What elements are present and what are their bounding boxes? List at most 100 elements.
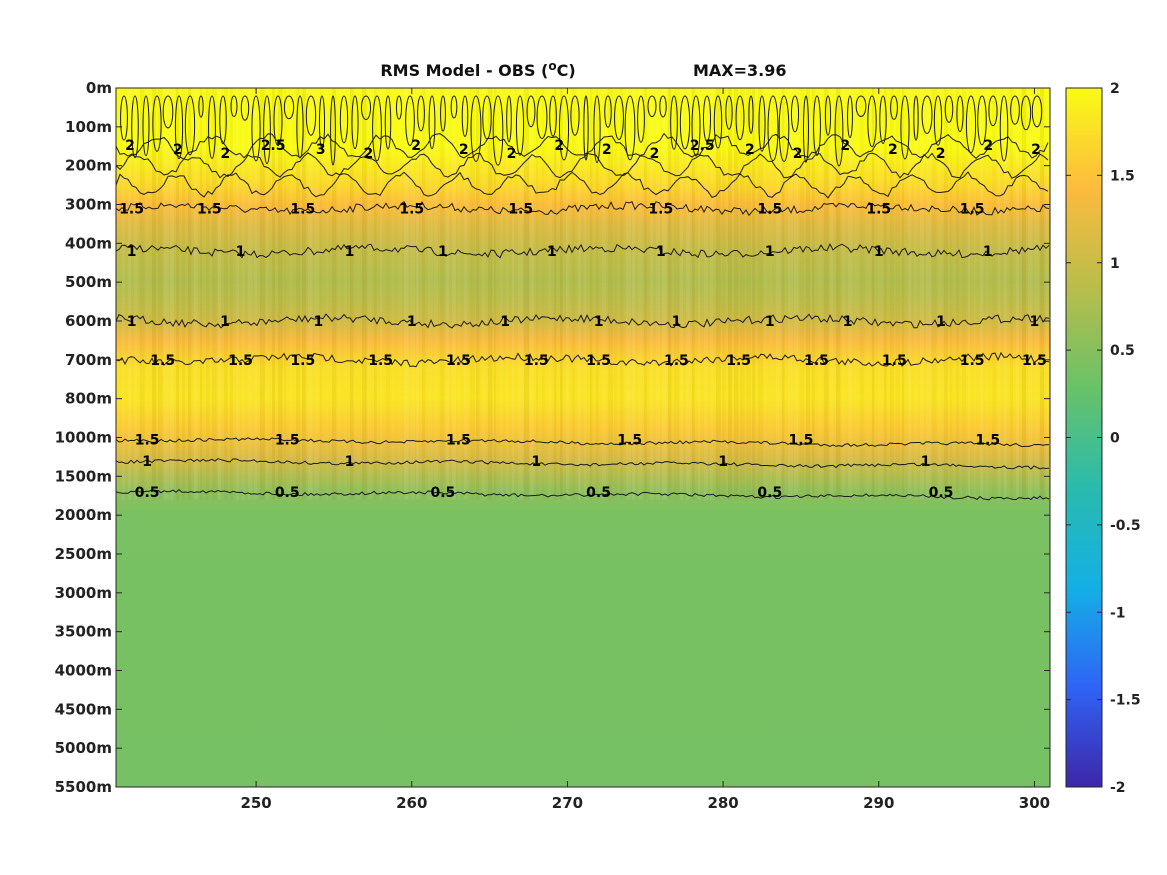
y-tick-label: 2500m xyxy=(55,545,112,563)
contour-loop xyxy=(131,95,139,159)
contour-label: 1.5 xyxy=(446,432,471,448)
x-tick-label: 280 xyxy=(707,794,738,812)
max-annotation: MAX=3.96 xyxy=(693,61,787,80)
contour-loop xyxy=(492,95,504,166)
contour-loop xyxy=(867,95,877,148)
contour-loop xyxy=(450,95,458,119)
contour-label: 1.5 xyxy=(960,201,985,217)
contour-label: 2 xyxy=(983,138,993,154)
contour-label: 1.5 xyxy=(290,353,315,369)
contour-loop xyxy=(725,95,733,130)
contour-loop xyxy=(283,95,295,120)
contour-label: 0.5 xyxy=(135,485,160,501)
colorbar-tick-label: 1.5 xyxy=(1110,168,1135,184)
contour-label: 1 xyxy=(874,244,884,260)
colorbar-tick-label: 0 xyxy=(1110,431,1120,447)
contour-label: 1.5 xyxy=(119,201,144,217)
contour-label: 2 xyxy=(1031,142,1041,158)
colorbar-tick-label: -0.5 xyxy=(1110,518,1141,534)
contour-loop xyxy=(230,95,238,118)
contour-label: 1 xyxy=(765,314,775,330)
contour-label: 1 xyxy=(765,244,775,260)
contour-line xyxy=(116,152,1049,179)
contour-label: 1 xyxy=(500,314,510,330)
contour-loop xyxy=(593,95,601,164)
contour-label: 1.5 xyxy=(197,201,222,217)
contour-loop xyxy=(470,95,482,162)
contour-loop xyxy=(702,95,712,143)
x-tick-label: 290 xyxy=(863,794,894,812)
contour-loop xyxy=(174,95,184,160)
contour-loop xyxy=(977,95,987,146)
contour-label: 1 xyxy=(656,244,666,260)
contour-loop xyxy=(713,95,723,149)
contour-loop xyxy=(461,95,469,137)
contour-loop xyxy=(583,95,589,161)
contour-label: 2 xyxy=(745,142,755,158)
heatmap-field xyxy=(116,88,1050,787)
contour-label: 2 xyxy=(507,146,517,162)
colorbar-tick-label: 1 xyxy=(1110,256,1120,272)
contour-loop xyxy=(536,95,548,139)
contour-loop xyxy=(659,95,667,118)
contour-loop xyxy=(184,95,196,156)
y-tick-label: 2000m xyxy=(55,506,112,524)
contour-loop xyxy=(1010,95,1020,125)
contour-line xyxy=(116,313,1050,329)
contour-label: 1.5 xyxy=(150,353,175,369)
contour-label: 1.5 xyxy=(726,353,751,369)
contour-label: 1 xyxy=(547,244,557,260)
contour-label: 1.5 xyxy=(975,432,1000,448)
contour-loop xyxy=(944,95,954,123)
contour-label: 1.5 xyxy=(368,353,393,369)
colorbar-tick-label: 0.5 xyxy=(1110,343,1135,359)
contour-label: 1 xyxy=(220,314,230,330)
contour-loop xyxy=(813,95,821,156)
contour-label: 1 xyxy=(921,454,931,470)
contour-loop xyxy=(855,95,867,117)
contour-loop xyxy=(152,95,162,152)
contour-loop xyxy=(637,95,645,143)
y-tick-label: 200m xyxy=(65,157,112,175)
y-tick-label: 4000m xyxy=(55,662,112,680)
contour-loop xyxy=(933,95,943,146)
contour-line xyxy=(116,171,1049,199)
contour-label: 0.5 xyxy=(275,485,300,501)
contour-label: 1 xyxy=(531,454,541,470)
y-tick-label: 400m xyxy=(65,234,112,252)
contour-loop xyxy=(384,95,392,150)
contour-loop xyxy=(803,95,809,163)
contour-loop xyxy=(360,95,372,120)
contour-label: 1.5 xyxy=(275,432,300,448)
y-tick-label: 3000m xyxy=(55,584,112,602)
contour-label: 3 xyxy=(316,142,326,158)
contour-loop xyxy=(1031,95,1043,128)
colorbar-ticks: 2 1.5 1 0.5 0 -0.5 -1 -1.5 -2 xyxy=(1066,81,1141,796)
x-axis: 250 260 270 280 290 300 xyxy=(240,88,1050,812)
contour-line xyxy=(116,242,1050,259)
contour-loop xyxy=(198,95,204,118)
contour-label: 1 xyxy=(843,314,853,330)
contour-loop xyxy=(339,95,349,144)
contour-loop xyxy=(305,95,317,136)
contour-loop xyxy=(847,95,853,139)
colorbar-tick-label: -1 xyxy=(1110,605,1126,621)
contour-label: 1.5 xyxy=(446,353,471,369)
contour-label: 2.5 xyxy=(261,138,286,154)
contour-loop xyxy=(296,95,304,159)
contour-loop xyxy=(219,95,227,145)
contour-loop xyxy=(162,95,174,129)
contour-loop xyxy=(428,95,436,150)
contour-label: 1.5 xyxy=(866,201,891,217)
contour-loop xyxy=(395,95,403,120)
contour-loop xyxy=(417,95,425,132)
contour-label: 1 xyxy=(594,314,604,330)
contour-loop xyxy=(405,95,415,147)
contour-label: 2 xyxy=(364,146,374,162)
contour-loop xyxy=(263,95,271,165)
contour-label: 1.5 xyxy=(648,201,673,217)
contour-labels: 1.5 1.5 1.5 1.5 1.5 1.5 1.5 1.5 1.5 1 1 1 1 1 1 1 1 1 1 1 1 1… xyxy=(119,138,1047,501)
contour-loop xyxy=(778,95,790,162)
contour-label: 1.5 xyxy=(960,353,985,369)
